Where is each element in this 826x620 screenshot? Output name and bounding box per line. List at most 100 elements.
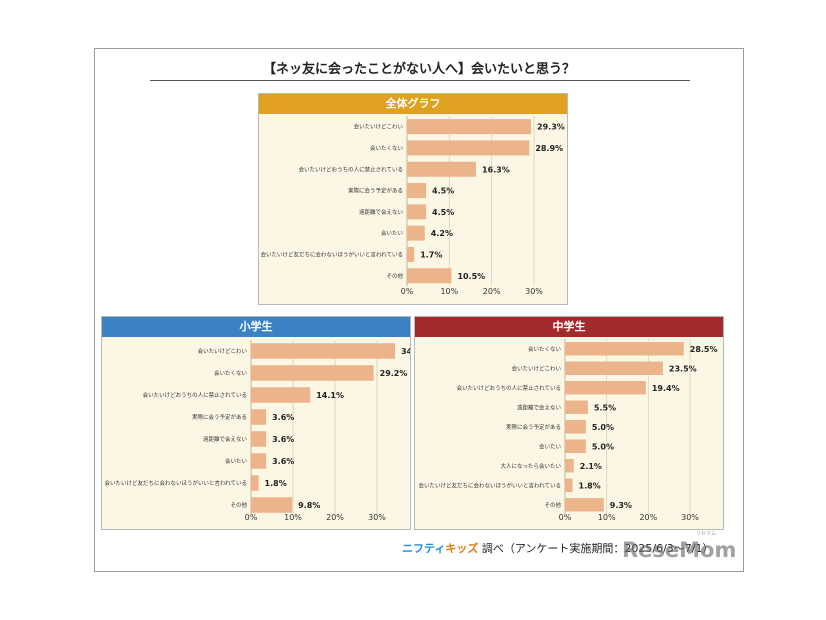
bar	[251, 365, 374, 381]
x-tick-label: 0%	[401, 287, 414, 296]
bar	[407, 140, 530, 156]
bar-value-label: 2.1%	[580, 462, 602, 471]
bar	[565, 459, 574, 473]
category-label: その他	[230, 501, 247, 509]
bar	[565, 420, 586, 434]
x-tick-label: 0%	[559, 513, 572, 522]
bar	[565, 381, 646, 395]
bar-value-label: 4.5%	[432, 208, 454, 217]
category-label: 会いたいけどこわい	[354, 123, 404, 131]
bar-value-label: 28.9%	[535, 144, 563, 153]
source-note: ニフティキッズ 調べ（アンケート実施期間：2025/6/3～7/1）	[402, 540, 714, 556]
brand-name-a: ニフティ	[402, 542, 446, 555]
bar-value-label: 5.5%	[594, 403, 616, 412]
brand-name-b: キッズ	[445, 542, 479, 555]
bar	[565, 361, 663, 375]
bar	[251, 387, 311, 403]
bar-value-label: 1.7%	[420, 250, 442, 259]
category-label: 会いたいけどこわい	[512, 364, 562, 372]
overall-chart-title: 全体グラフ	[259, 94, 567, 114]
bar-value-label: 4.2%	[431, 229, 453, 238]
page-title: 【ネッ友に会ったことがない人へ】会いたいと思う？	[262, 62, 575, 77]
junior-chart: 0% 10% 20% 30% 会いたくない 28.5% 会いたいけどこわい 23.5% 会いたい…	[418, 339, 718, 522]
bar-value-label: 1.8%	[579, 481, 601, 490]
bar-value-label: 14.1%	[316, 391, 344, 400]
category-label: 遠距離で会えない	[359, 208, 404, 216]
bar	[251, 453, 267, 469]
bar-value-label: 9.3%	[610, 501, 632, 510]
bar	[251, 497, 293, 513]
x-tick-label: 30%	[368, 513, 386, 522]
x-tick-label: 30%	[525, 287, 543, 296]
bar	[565, 498, 604, 512]
category-label: 会いたいけど友だちに会わないほうがいいと言われている	[418, 481, 561, 489]
bar-value-label: 3.6%	[272, 457, 294, 466]
category-label: 会いたい	[381, 229, 404, 237]
category-label: 会いたい	[225, 457, 248, 465]
overall-chart-panel: 全体グラフ 0% 10% 20% 30% 会いたいけどこわい 29.3% 会いたくない 28.…	[258, 93, 568, 305]
elementary-chart-title: 小学生	[102, 317, 410, 337]
bar-value-label: 3.6%	[272, 413, 294, 422]
bar	[407, 204, 427, 220]
bar-value-label: 9.8%	[298, 501, 320, 510]
category-label: その他	[386, 272, 403, 280]
bar-value-label: 5.0%	[592, 442, 614, 451]
x-tick-label: 30%	[681, 513, 699, 522]
bar-value-label: 23.5%	[669, 364, 697, 373]
category-label: 会いたくない	[528, 345, 562, 353]
x-tick-label: 20%	[639, 513, 657, 522]
category-label: 会いたいけど友だちに会わないほうがいいと言われている	[104, 479, 247, 487]
x-tick-label: 10%	[284, 513, 302, 522]
bar-value-label: 28.5%	[690, 345, 718, 354]
bar-value-label: 5.0%	[592, 423, 614, 432]
bar	[407, 225, 425, 241]
bar	[565, 342, 684, 356]
category-label: 実際に会う予定がある	[506, 423, 561, 431]
category-label: 遠距離で会えない	[517, 403, 562, 411]
junior-chart-panel: 中学生 0% 10% 20% 30% 会いたくない 28.5% 会いたいけどこわい 23.5%…	[414, 316, 724, 530]
bar-value-label: 3.6%	[272, 435, 294, 444]
bar	[407, 119, 532, 135]
bar-value-label: 19.4%	[652, 384, 680, 393]
category-label: 遠距離で会えない	[203, 435, 248, 443]
bar-value-label: 29.3%	[537, 123, 565, 132]
bar	[565, 478, 573, 492]
elementary-chart: 0% 10% 20% 30% 会いたいけどこわい 34.3% 会いたくない 29.2% 会いたい…	[104, 340, 410, 522]
category-label: 会いたいけどおうちの人に禁止されている	[457, 384, 561, 392]
bar-value-label: 10.5%	[457, 272, 485, 281]
x-tick-label: 10%	[440, 287, 458, 296]
x-tick-label: 20%	[483, 287, 501, 296]
category-label: 会いたいけどおうちの人に禁止されている	[143, 391, 247, 399]
x-tick-label: 20%	[326, 513, 344, 522]
bar	[251, 343, 396, 359]
category-label: 大人になったら会いたい	[500, 462, 561, 470]
bar-value-label: 4.5%	[432, 187, 454, 196]
category-label: その他	[544, 501, 561, 509]
resemom-watermark: ReseMom	[622, 538, 737, 562]
title-divider	[150, 80, 690, 81]
bar-value-label: 16.3%	[482, 165, 510, 174]
bar-value-label: 29.2%	[380, 369, 408, 378]
category-label: 会いたい	[539, 442, 562, 450]
overall-chart: 0% 10% 20% 30% 会いたいけどこわい 29.3% 会いたくない 28.9% 会いたい…	[260, 116, 565, 296]
category-label: 実際に会う予定がある	[192, 413, 247, 421]
category-label: 会いたくない	[214, 369, 248, 377]
bar	[251, 475, 259, 491]
bar	[565, 400, 588, 414]
bar	[407, 161, 477, 177]
bar	[251, 409, 267, 425]
bar	[251, 431, 267, 447]
category-label: 会いたくない	[370, 144, 404, 152]
bar	[407, 183, 427, 199]
bar	[407, 246, 415, 262]
nifty-kids-logo: ニフティキッズ	[402, 542, 478, 555]
bar-value-label: 1.8%	[265, 479, 287, 488]
watermark-ruby: リセマム	[696, 531, 717, 537]
elementary-chart-panel: 小学生 0% 10% 20% 30% 会いたいけどこわい 34.3% 会いたくない 29.2%…	[101, 316, 411, 530]
category-label: 会いたいけどおうちの人に禁止されている	[299, 165, 403, 173]
junior-chart-title: 中学生	[415, 317, 723, 337]
category-label: 会いたいけど友だちに会わないほうがいいと言われている	[260, 250, 403, 258]
bar	[565, 439, 586, 453]
bar	[407, 268, 452, 284]
x-tick-label: 10%	[598, 513, 616, 522]
